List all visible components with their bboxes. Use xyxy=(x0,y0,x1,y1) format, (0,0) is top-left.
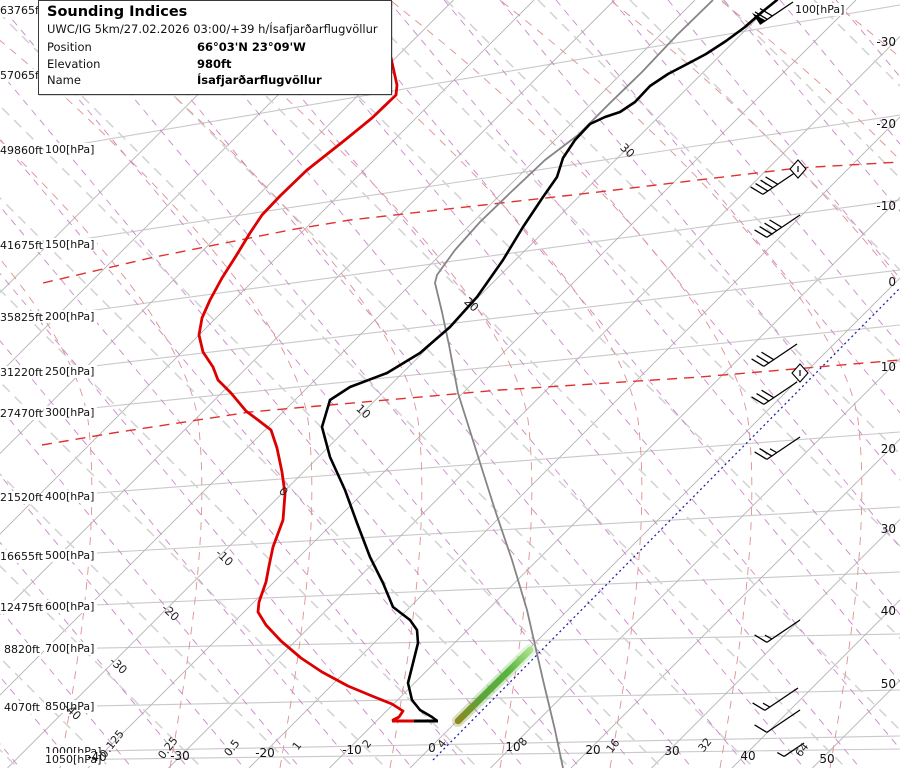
wind-barb xyxy=(752,1,794,25)
sounding-info-box: Sounding Indices UWC/IG 5km/27.02.2026 0… xyxy=(38,0,392,96)
info-row-elevation: Elevation 980ft xyxy=(47,56,232,71)
wind-barb xyxy=(751,381,798,405)
info-row-name: Name Ísafjarðarflugvöllur xyxy=(47,73,322,88)
wind-barb xyxy=(754,619,801,643)
tropopause-lines xyxy=(41,161,900,446)
wind-barb xyxy=(776,742,805,757)
info-box-run-line: UWC/IG 5km/27.02.2026 03:00/+39 h/Ísafja… xyxy=(47,22,378,36)
wind-barb xyxy=(752,687,799,711)
wind-barb xyxy=(751,343,798,367)
parcel-curve xyxy=(434,0,714,768)
wind-barb xyxy=(754,709,801,733)
info-box-title: Sounding Indices xyxy=(47,4,188,20)
wind-barb xyxy=(750,171,797,195)
freezing-level-line xyxy=(432,287,900,761)
tropopause-marker xyxy=(789,159,807,179)
temperature-curve xyxy=(320,0,779,722)
wind-barb-column xyxy=(750,1,809,757)
dewpoint-curve xyxy=(197,0,405,722)
wind-barb xyxy=(754,214,801,238)
info-row-position: Position 66°03'N 23°09'W xyxy=(47,40,306,54)
lifted-parcel-segment xyxy=(452,644,536,727)
wind-barb xyxy=(754,436,801,460)
tropopause-marker xyxy=(791,363,809,383)
sounding-curves xyxy=(197,0,779,768)
